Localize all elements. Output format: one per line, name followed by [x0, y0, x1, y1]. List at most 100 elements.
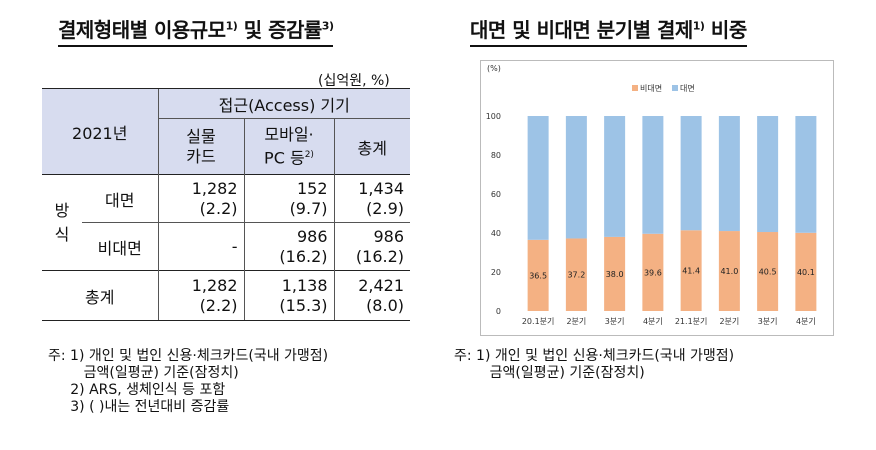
bar-segment — [680, 230, 702, 311]
y-tick-label: 20 — [491, 268, 501, 277]
left-title-sup2: 3) — [321, 19, 334, 33]
cell-face-total: 1,434 (2.9) — [333, 174, 410, 223]
row-label-nonface: 비대면 — [97, 238, 142, 258]
x-tick-label: 2분기 — [719, 317, 739, 326]
cell-pct: (2.2) — [199, 295, 238, 315]
right-title-tail: 비중 — [704, 18, 747, 42]
note-line: 주: 1) 개인 및 법인 신용·체크카드(국내 가맹점) — [48, 348, 329, 364]
cell-value: 986 — [373, 226, 404, 246]
note-line: 주: 1) 개인 및 법인 신용·체크카드(국내 가맹점) — [454, 348, 735, 364]
note-line: 2) ARS, 생체인식 등 포함 — [48, 382, 226, 398]
col-mobile-sup: 2) — [304, 149, 314, 160]
col-header-total: 총계 — [333, 118, 410, 175]
data-label: 36.5 — [529, 271, 547, 280]
data-label: 39.6 — [644, 268, 662, 277]
cell-value: 1,138 — [281, 275, 328, 295]
x-tick-label: 3분기 — [605, 317, 625, 326]
cell-value: - — [231, 236, 238, 256]
cell-pct: (9.7) — [289, 198, 328, 218]
x-tick-label: 20.1분기 — [522, 317, 555, 326]
legend-swatch — [632, 85, 638, 91]
bar-segment — [757, 232, 779, 311]
table-year-header: 2021년 — [42, 88, 158, 175]
y-tick-label: 0 — [496, 307, 501, 316]
data-label: 40.5 — [759, 268, 777, 277]
y-tick-label: 100 — [486, 112, 501, 121]
row-label-total: 총계 — [42, 270, 158, 321]
col-header-mobile: 모바일· PC 등2) — [243, 118, 334, 175]
bar-segment — [642, 116, 664, 234]
left-title: 결제형태별 이용규모1) 및 증감률3) — [58, 14, 334, 47]
note-line: 3) ( )내는 전년대비 증감률 — [48, 399, 230, 415]
cell-value: 1,434 — [358, 178, 404, 198]
note-line: 금액(일평균) 기준(잠정치) — [454, 365, 645, 381]
cell-total-total: 2,421 (8.0) — [333, 270, 410, 321]
col-physical-text: 실물 카드 — [186, 126, 216, 166]
cell-nonface-mobile: 986 (16.2) — [243, 222, 334, 271]
cell-face-physical: 1,282 (2.2) — [157, 174, 244, 223]
quarterly-share-chart: (%) 0 20 40 60 80 100 비대면 대면 36.5 20.1분기 37.2 2분기 38.… — [480, 60, 834, 336]
bar-segment — [757, 116, 779, 233]
data-label: 40.1 — [797, 268, 815, 277]
cell-nonface-total: 986 (16.2) — [333, 222, 410, 271]
bar-segment — [565, 116, 587, 239]
cell-value: 2,421 — [358, 275, 404, 295]
cell-total-mobile: 1,138 (15.3) — [243, 270, 334, 321]
data-label: 41.4 — [682, 267, 700, 276]
bar-segment — [642, 233, 664, 311]
usage-table: 2021년 접근(Access) 기기 실물 카드 모바일· PC 등2) 총계… — [42, 88, 410, 321]
cell-value: 1,282 — [191, 275, 238, 295]
bar-segment — [604, 116, 626, 237]
y-tick-label: 80 — [491, 151, 501, 160]
chart-svg: (%) 0 20 40 60 80 100 비대면 대면 36.5 20.1분기 37.2 2분기 38.… — [486, 64, 817, 326]
legend-label: 대면 — [680, 83, 695, 93]
left-title-mid: 및 증감률 — [237, 18, 323, 42]
cell-pct: (2.2) — [199, 198, 238, 218]
right-title: 대면 및 비대면 분기별 결제1) 비중 — [470, 14, 747, 47]
left-title-sup1: 1) — [225, 19, 238, 33]
cell-pct: (16.2) — [355, 246, 404, 266]
legend-swatch — [672, 85, 678, 91]
right-title-sup: 1) — [692, 19, 705, 33]
bar-segment — [795, 232, 817, 311]
bar-segment — [604, 236, 626, 311]
cell-value: 1,282 — [191, 178, 238, 198]
cell-pct: (2.9) — [366, 198, 404, 218]
cell-face-mobile: 152 (9.7) — [243, 174, 334, 223]
cell-value: 152 — [296, 178, 328, 198]
x-tick-label: 21.1분기 — [675, 317, 708, 326]
bar-segment — [527, 239, 549, 311]
data-label: 37.2 — [567, 271, 585, 280]
cell-value: 986 — [296, 226, 328, 246]
y-unit-label: (%) — [487, 64, 501, 73]
y-tick-label: 40 — [491, 229, 501, 238]
cell-pct: (15.3) — [279, 295, 328, 315]
x-tick-label: 4분기 — [796, 317, 816, 326]
bar-segment — [565, 238, 587, 311]
bar-segment — [795, 116, 817, 233]
cell-total-physical: 1,282 (2.2) — [157, 270, 244, 321]
legend-label: 비대면 — [640, 83, 662, 93]
cell-nonface-physical: - — [157, 222, 244, 271]
bar-segment — [718, 231, 740, 311]
col-header-physical: 실물 카드 — [157, 118, 244, 175]
data-label: 38.0 — [606, 270, 624, 279]
bar-segment — [527, 116, 549, 240]
left-title-main: 결제형태별 이용규모 — [58, 18, 226, 42]
y-tick-label: 60 — [491, 190, 501, 199]
data-label: 41.0 — [720, 267, 738, 276]
col-mobile-text: 모바일· PC 등 — [264, 124, 314, 168]
bar-segment — [718, 116, 740, 232]
table-unit: (십억원, %) — [318, 73, 390, 89]
group-label-text: 방 식 — [54, 200, 70, 244]
right-title-main: 대면 및 비대면 분기별 결제 — [470, 18, 693, 42]
access-header: 접근(Access) 기기 — [157, 88, 410, 119]
row-label-face: 대면 — [82, 174, 158, 223]
note-line: 금액(일평균) 기준(잠정치) — [48, 365, 239, 381]
right-notes: 주: 1) 개인 및 법인 신용·체크카드(국내 가맹점) 금액(일평균) 기준… — [454, 348, 734, 382]
cell-pct: (16.2) — [279, 246, 328, 266]
x-tick-label: 4분기 — [643, 317, 663, 326]
x-tick-label: 3분기 — [758, 317, 778, 326]
cell-pct: (8.0) — [366, 295, 404, 315]
x-tick-label: 2분기 — [566, 317, 586, 326]
